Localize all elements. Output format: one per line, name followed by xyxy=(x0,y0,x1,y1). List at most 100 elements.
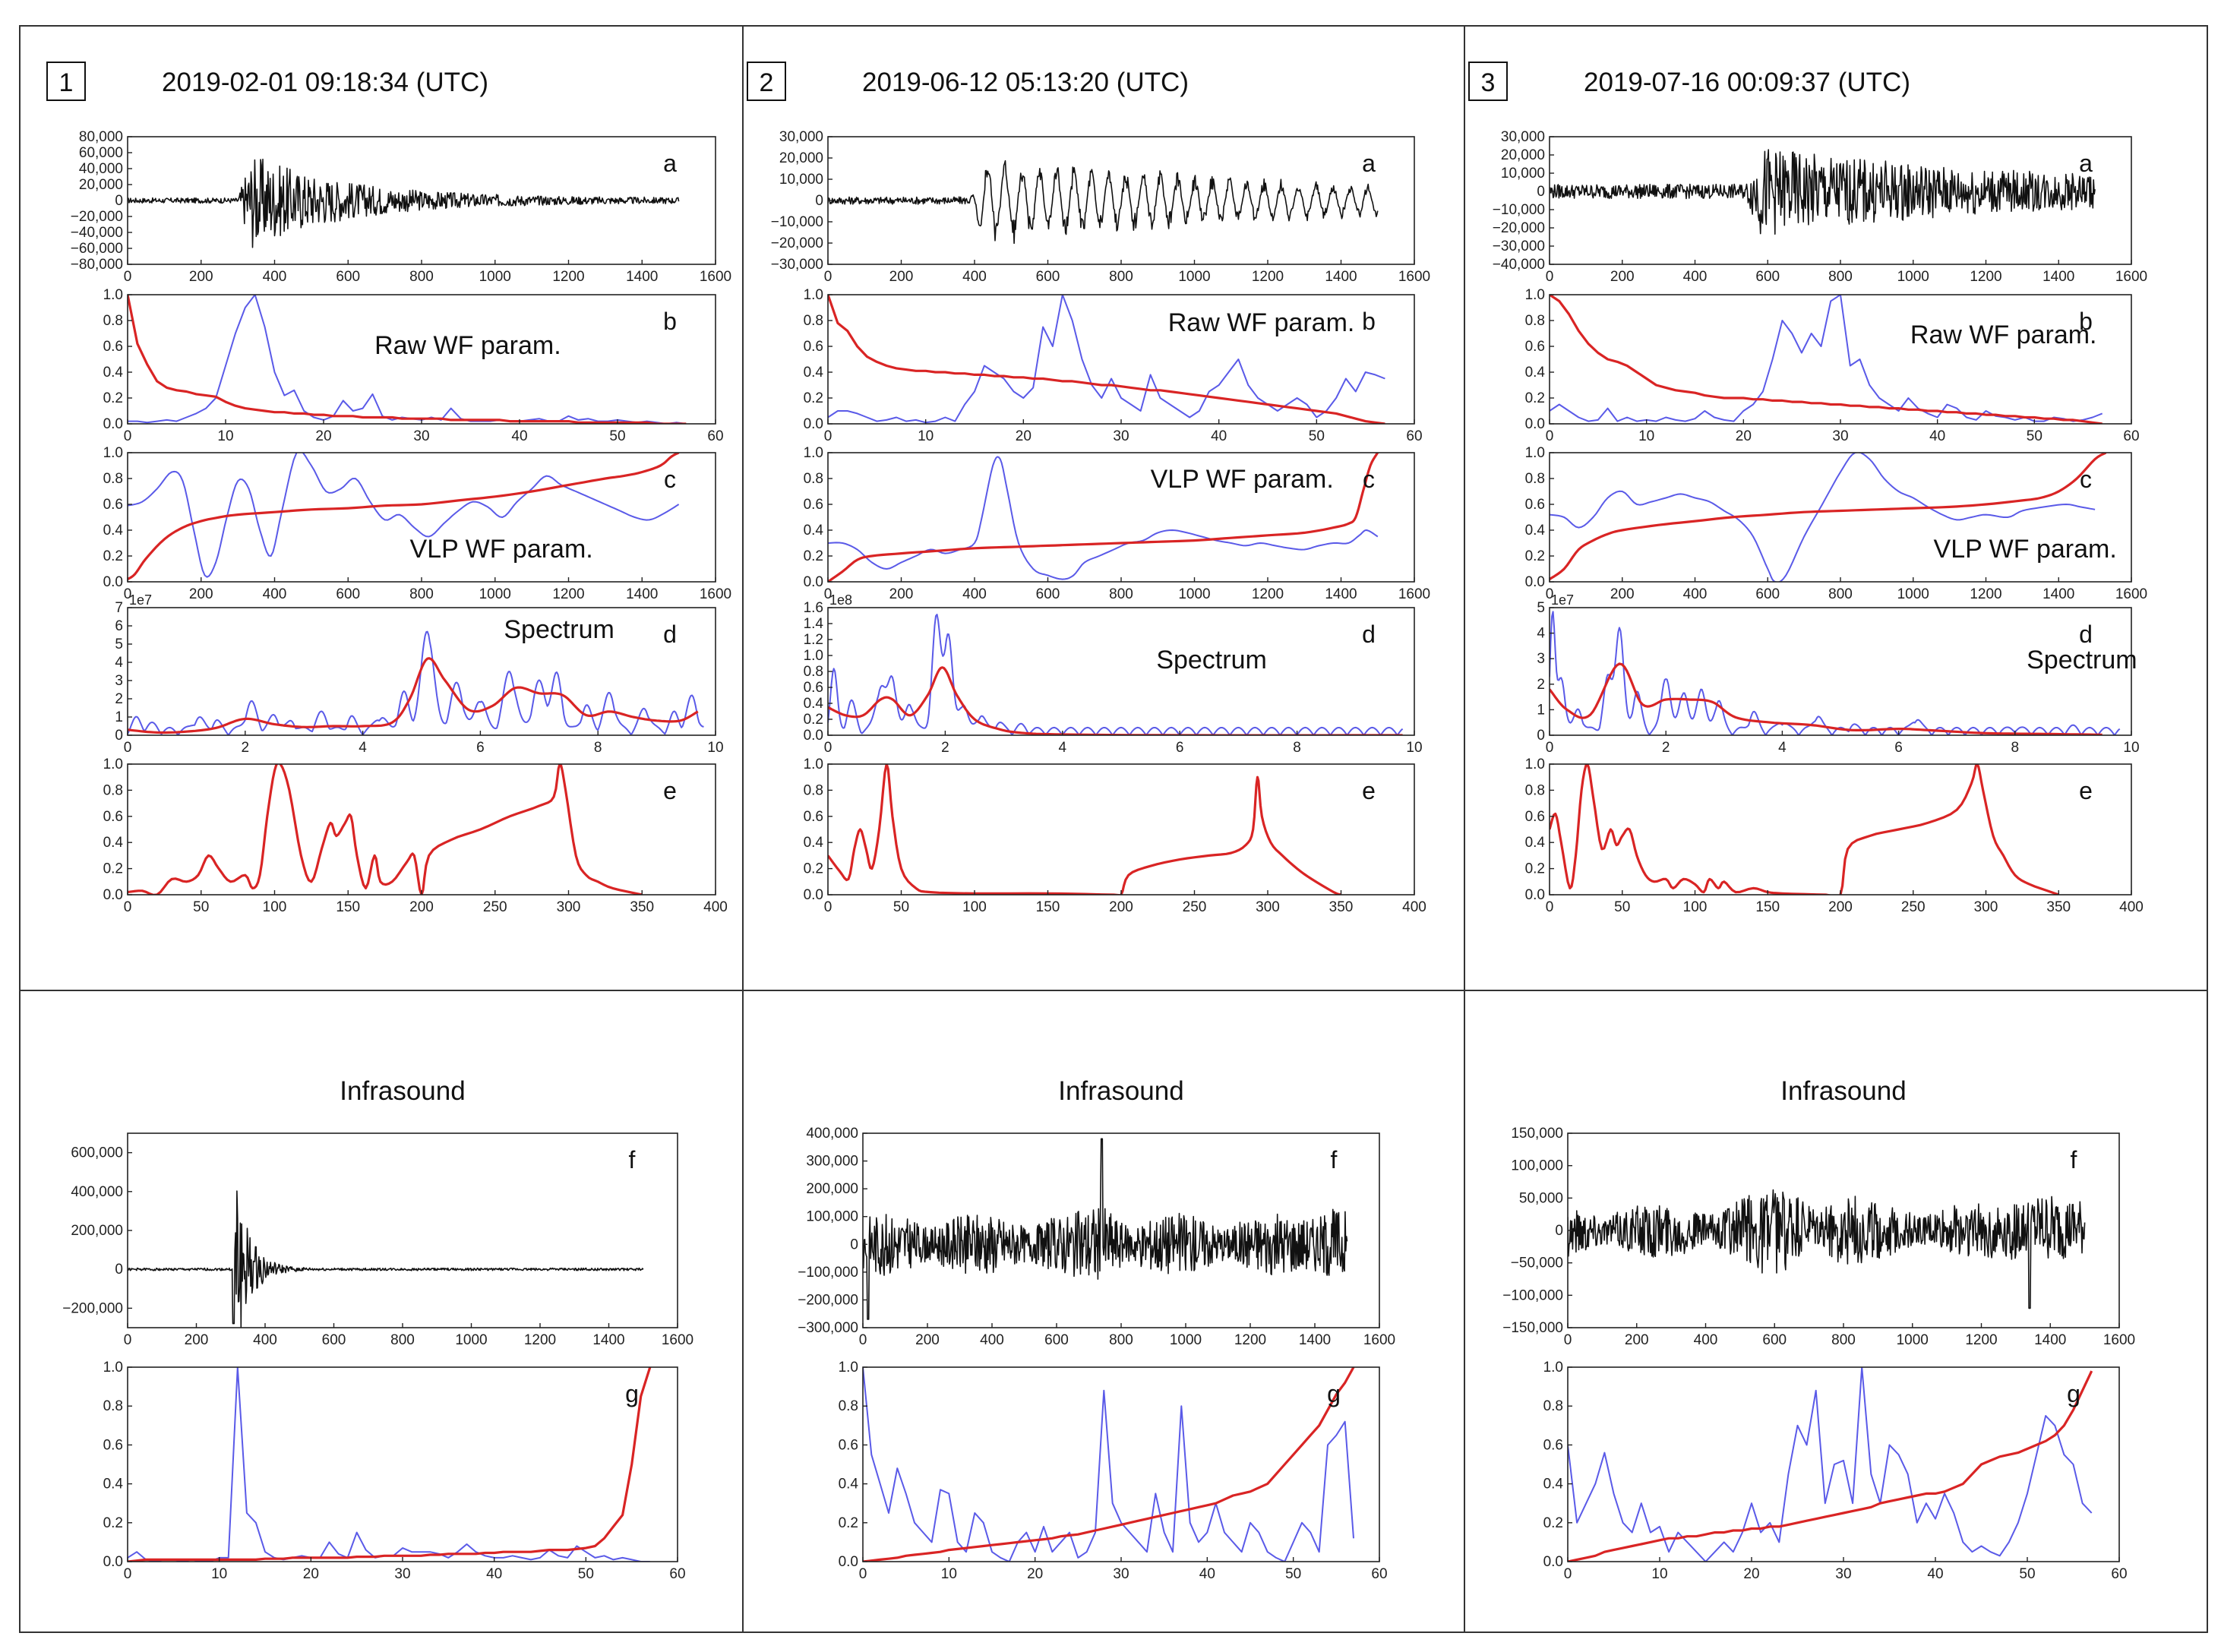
panel-f: 0 200 400 600 800 1000 1200 1400 1600 150,000 100,… xyxy=(1502,1126,2135,1348)
x-tick-label: 1600 xyxy=(2115,586,2147,602)
y-tick-label: 60,000 xyxy=(79,145,123,161)
y-tick-label: 4 xyxy=(115,655,123,671)
y-tick-label: 0.8 xyxy=(804,664,823,680)
x-tick-label: 200 xyxy=(409,899,434,915)
y-tick-label: −150,000 xyxy=(1502,1320,1563,1336)
x-tick-label: 0 xyxy=(124,1566,132,1582)
y-tick-label: 0.0 xyxy=(804,574,823,590)
x-tick-label: 200 xyxy=(1610,586,1635,602)
x-tick-label: 1200 xyxy=(1970,586,2001,602)
axis-exponent: 1e7 xyxy=(129,592,152,608)
y-tick-label: 0.4 xyxy=(103,1477,124,1492)
x-tick-label: 0 xyxy=(824,586,832,602)
infrasound-title: Infrasound xyxy=(1058,1076,1183,1106)
plot-area xyxy=(1549,763,2132,895)
event-number-box xyxy=(747,62,786,101)
x-tick-label: 50 xyxy=(2027,428,2042,444)
y-tick-label: 50,000 xyxy=(1519,1190,1563,1206)
panel-a: 0 200 400 600 800 1000 1200 1400 1600 80,00060,00… xyxy=(71,129,731,285)
panel-a: 0 200 400 600 800 1000 1200 1400 1600 30,000 20,00… xyxy=(771,129,1430,285)
waveform-line xyxy=(828,160,1379,245)
panel-letter: d xyxy=(1362,621,1376,648)
panel-letter: d xyxy=(663,621,677,648)
x-tick-label: 200 xyxy=(1625,1332,1649,1348)
x-tick-label: 1200 xyxy=(552,586,584,602)
x-tick-label: 0 xyxy=(124,1332,132,1348)
y-tick-label: 0.6 xyxy=(804,339,823,355)
panel-letter: g xyxy=(1327,1380,1341,1407)
y-tick-label: 0.6 xyxy=(1525,497,1545,513)
y-tick-label: 0.2 xyxy=(804,861,823,877)
y-tick-label: 1.0 xyxy=(1525,287,1545,303)
x-tick-label: 1400 xyxy=(1325,586,1357,602)
panel-label: Raw WF param. xyxy=(374,331,561,360)
x-tick-label: 1400 xyxy=(2034,1332,2066,1348)
param-line-blue xyxy=(1550,295,2103,422)
feature-line xyxy=(128,764,643,895)
y-tick-label: 0.6 xyxy=(804,680,823,696)
x-tick-label: 20 xyxy=(315,428,331,444)
x-tick-label: 800 xyxy=(1109,269,1133,285)
x-tick-label: 1200 xyxy=(1970,269,2001,285)
panel-label: Spectrum xyxy=(2027,646,2137,674)
panel-c: 0 200 400 600 800 1000 1200 1400 1600 0.0 0.2 0.4 0.… xyxy=(1525,445,2148,602)
panel-letter: d xyxy=(2079,621,2093,648)
x-tick-label: 1600 xyxy=(2103,1332,2135,1348)
event-number: 3 xyxy=(1481,68,1496,97)
x-tick-label: 30 xyxy=(1113,1566,1129,1582)
y-tick-label: 7 xyxy=(115,600,123,616)
y-tick-label: 2 xyxy=(1537,677,1545,693)
y-tick-label: 0.2 xyxy=(804,390,823,406)
x-tick-label: 0 xyxy=(1546,586,1554,602)
x-tick-label: 600 xyxy=(322,1332,346,1348)
panel-letter: b xyxy=(2079,308,2093,335)
y-tick-label: 200,000 xyxy=(806,1181,858,1197)
x-tick-label: 10 xyxy=(2123,740,2139,756)
x-tick-label: 400 xyxy=(2119,899,2144,915)
param-line-blue xyxy=(828,456,1379,580)
x-tick-label: 10 xyxy=(941,1566,957,1582)
y-tick-label: 0.0 xyxy=(1543,1554,1563,1570)
x-tick-label: 20 xyxy=(1743,1566,1759,1582)
x-tick-label: 40 xyxy=(1927,1566,1943,1582)
x-tick-label: 20 xyxy=(303,1566,319,1582)
y-tick-label: 0.6 xyxy=(804,497,823,513)
x-tick-label: 600 xyxy=(336,269,360,285)
x-tick-label: 1600 xyxy=(1363,1332,1395,1348)
x-tick-label: 1400 xyxy=(1299,1332,1331,1348)
x-tick-label: 800 xyxy=(1828,269,1853,285)
y-tick-label: 0.2 xyxy=(804,712,823,728)
x-tick-label: 1000 xyxy=(455,1332,487,1348)
x-tick-label: 60 xyxy=(2123,428,2139,444)
x-tick-label: 4 xyxy=(359,740,367,756)
x-tick-label: 0 xyxy=(124,428,132,444)
x-tick-label: 0 xyxy=(1564,1332,1572,1348)
x-tick-label: 1400 xyxy=(2042,586,2074,602)
panel-c: 0 200 400 600 800 1000 1200 1400 1600 0.0 0.2 0.4 0.… xyxy=(804,445,1431,602)
y-tick-label: 3 xyxy=(1537,651,1545,667)
y-tick-label: 0.4 xyxy=(804,696,824,712)
x-tick-label: 10 xyxy=(918,428,934,444)
y-tick-label: 0.8 xyxy=(103,313,123,329)
spectrum-smoothed-line xyxy=(1550,662,2103,735)
param-line-red xyxy=(1568,1370,2093,1562)
x-tick-label: 1200 xyxy=(524,1332,556,1348)
x-tick-label: 0 xyxy=(824,269,832,285)
panel-label: Raw WF param. xyxy=(1168,308,1355,337)
y-tick-label: 1.0 xyxy=(1525,757,1545,772)
y-tick-label: 30,000 xyxy=(1501,129,1545,145)
x-tick-label: 2 xyxy=(941,740,949,756)
x-tick-label: 1600 xyxy=(1398,269,1430,285)
y-tick-label: 0.0 xyxy=(103,574,123,590)
x-tick-label: 100 xyxy=(1683,899,1708,915)
x-tick-label: 1000 xyxy=(1170,1332,1202,1348)
x-tick-label: 1200 xyxy=(1252,269,1284,285)
y-tick-label: 0.2 xyxy=(1525,861,1545,877)
waveform-line xyxy=(128,1190,644,1328)
x-tick-label: 0 xyxy=(124,269,132,285)
y-tick-label: 20,000 xyxy=(779,150,823,166)
x-tick-label: 400 xyxy=(962,586,987,602)
